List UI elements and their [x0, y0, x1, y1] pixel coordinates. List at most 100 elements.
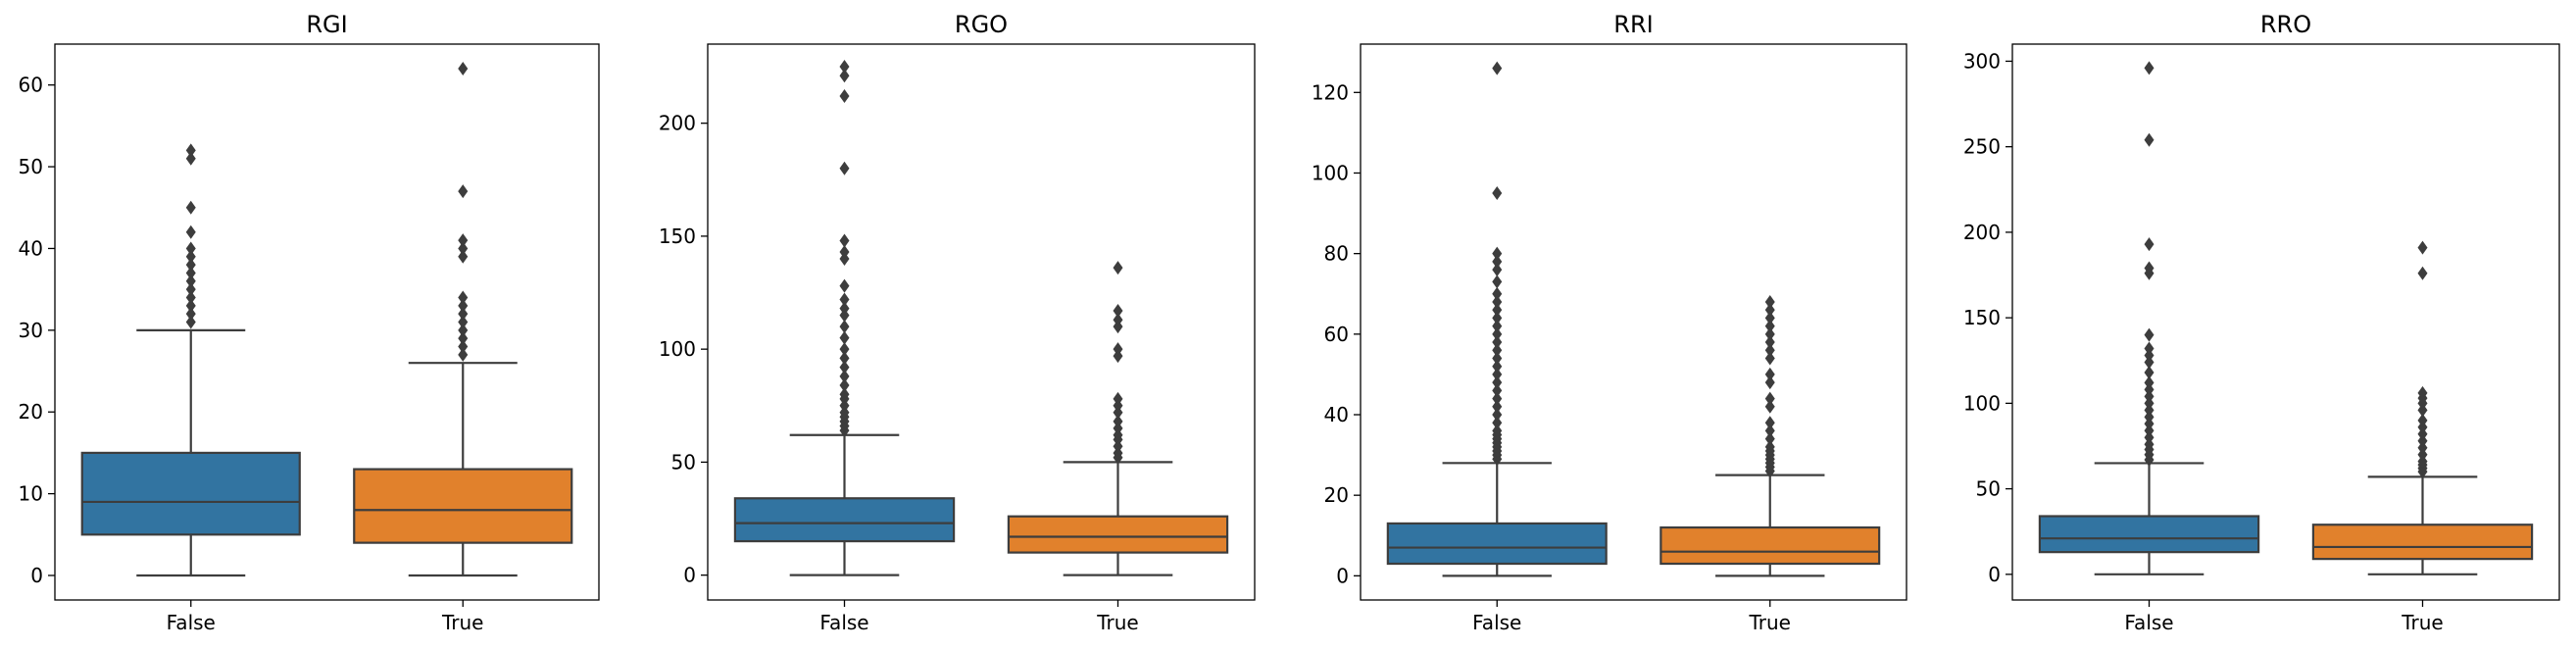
y-tick-label: 0: [683, 564, 696, 587]
x-tick-label: True: [1096, 611, 1138, 634]
outlier-point: [2417, 266, 2428, 280]
box-true: [353, 62, 573, 577]
y-tick-label: 100: [1963, 391, 2001, 415]
outlier-point: [458, 347, 469, 362]
outlier-point: [2144, 132, 2155, 147]
outlier-point: [458, 249, 469, 264]
y-tick-label: 120: [1312, 80, 1349, 104]
outlier-point: [2144, 61, 2155, 75]
box-false: [733, 60, 956, 576]
outlier-point: [1113, 414, 1123, 428]
y-tick-label: 40: [1324, 403, 1349, 426]
subplot-rri: RRI 0 20 40 60 80 100 120 False True: [1312, 11, 1907, 634]
outlier-point: [2417, 240, 2428, 255]
outlier-point: [185, 266, 196, 280]
outlier-point: [1764, 431, 1775, 446]
outlier-point: [2144, 365, 2155, 379]
outlier-point: [458, 323, 469, 337]
iqr-box: [2311, 524, 2534, 561]
outlier-point: [185, 249, 196, 264]
outlier-point: [1492, 254, 1503, 269]
outlier-point: [458, 298, 469, 313]
y-tick-label: 80: [1324, 242, 1349, 266]
y-tick-label: 250: [1963, 135, 2001, 159]
iqr-box: [1660, 525, 1881, 566]
outlier-point: [1492, 375, 1503, 390]
y-tick-label: 60: [19, 74, 43, 97]
box-false: [1386, 61, 1608, 577]
iqr-box: [1007, 515, 1229, 554]
outlier-point: [1492, 286, 1503, 301]
y-tick-label: 100: [659, 337, 696, 361]
y-tick-label: 200: [1963, 221, 2001, 244]
outlier-point: [1492, 424, 1503, 438]
outlier-point: [1492, 311, 1503, 325]
outlier-point: [1492, 275, 1503, 289]
outlier-point: [185, 315, 196, 329]
outlier-point: [839, 378, 850, 393]
outlier-point: [1764, 367, 1775, 381]
y-tick-label: 0: [1336, 564, 1349, 587]
outlier-point: [1764, 335, 1775, 350]
y-tick-label: 20: [1324, 483, 1349, 507]
iqr-box: [2038, 515, 2260, 554]
chart-title: RGO: [955, 11, 1008, 38]
y-tick-label: 150: [1963, 306, 2001, 329]
y-tick-label: 40: [19, 236, 43, 260]
outlier-point: [1492, 351, 1503, 366]
outlier-point: [1764, 343, 1775, 358]
outlier-point: [839, 330, 850, 345]
outlier-point: [185, 143, 196, 158]
outlier-point: [839, 60, 850, 75]
y-tick-label: 0: [30, 564, 43, 587]
outlier-point: [839, 69, 850, 83]
y-tick-label: 300: [1963, 49, 2001, 73]
outlier-point: [458, 233, 469, 248]
outlier-point: [185, 151, 196, 166]
outlier-point: [1492, 408, 1503, 422]
outlier-point: [1764, 311, 1775, 325]
outlier-point: [2144, 341, 2155, 356]
outlier-point: [839, 245, 850, 260]
outlier-point: [839, 320, 850, 334]
outlier-point: [458, 62, 469, 76]
x-tick-label: True: [1749, 611, 1791, 634]
outlier-point: [458, 290, 469, 305]
outlier-point: [185, 258, 196, 273]
outlier-point: [1764, 375, 1775, 390]
outlier-point: [839, 360, 850, 374]
outlier-point: [839, 161, 850, 175]
outlier-point: [839, 278, 850, 293]
outlier-point: [458, 184, 469, 199]
outlier-point: [2144, 261, 2155, 275]
plot-frame: [1360, 43, 1907, 601]
outlier-point: [1764, 399, 1775, 414]
outlier-point: [1492, 263, 1503, 277]
outlier-point: [1764, 294, 1775, 309]
box-true: [1660, 294, 1881, 577]
y-tick-label: 30: [19, 319, 43, 342]
iqr-box: [1386, 522, 1608, 566]
outlier-point: [839, 301, 850, 316]
x-tick-label: True: [2401, 611, 2443, 634]
subplot-rgo: RGO 0 50 100 150 200 False True: [659, 11, 1256, 634]
box-false: [80, 143, 301, 577]
outlier-point: [458, 315, 469, 329]
y-tick-label: 50: [671, 450, 696, 474]
outlier-point: [1492, 319, 1503, 333]
outlier-point: [839, 387, 850, 402]
outlier-point: [839, 89, 850, 104]
outlier-point: [1764, 424, 1775, 438]
outlier-point: [839, 351, 850, 366]
y-tick-label: 20: [19, 400, 43, 424]
box-true: [2311, 240, 2534, 575]
outlier-point: [1764, 351, 1775, 366]
iqr-box: [80, 451, 301, 536]
outlier-point: [1764, 439, 1775, 454]
outlier-point: [1492, 383, 1503, 398]
x-tick-label: True: [441, 611, 483, 634]
plot-frame: [2011, 43, 2560, 601]
outlier-point: [1764, 319, 1775, 333]
outlier-point: [839, 292, 850, 307]
